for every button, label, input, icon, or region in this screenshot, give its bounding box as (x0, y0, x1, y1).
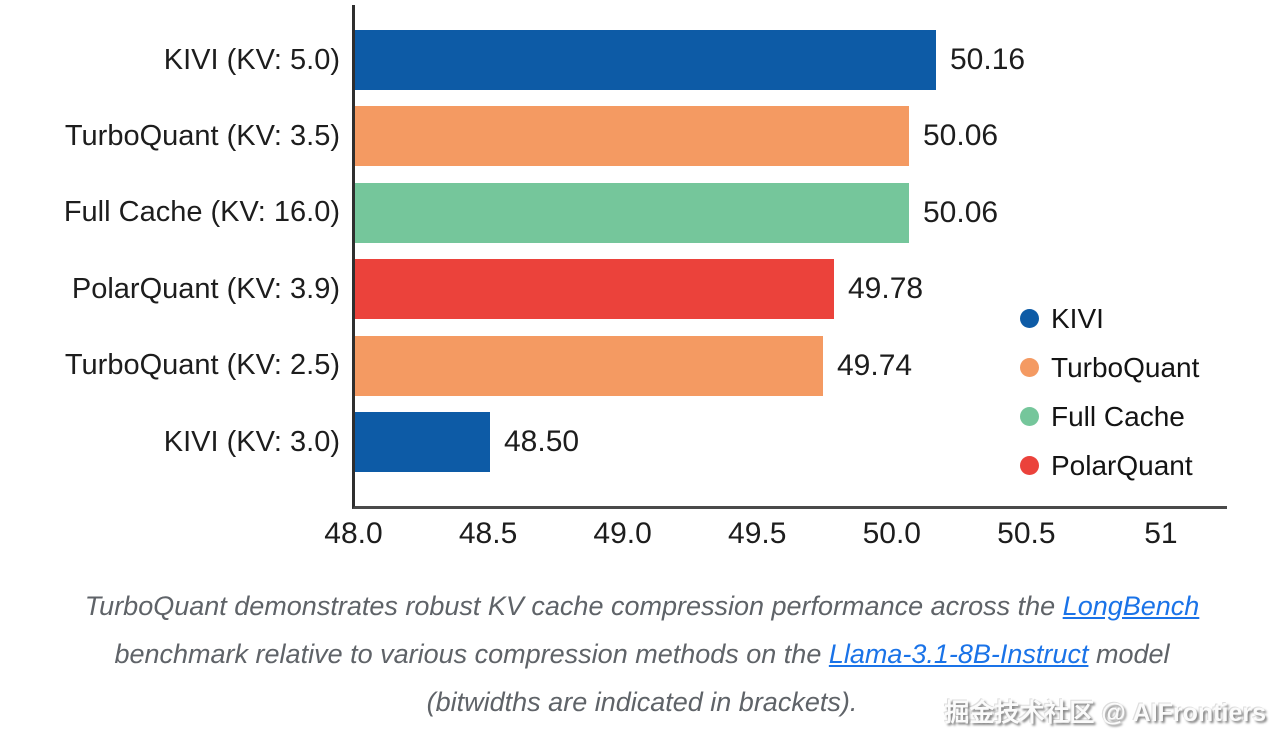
value-label: 49.78 (848, 272, 924, 306)
caption-text: benchmark relative to various compressio… (114, 639, 829, 669)
bar (355, 30, 936, 90)
bar (355, 259, 834, 320)
legend-label: Full Cache (1051, 400, 1185, 432)
value-label: 50.06 (923, 119, 999, 153)
legend-label: KIVI (1051, 302, 1104, 334)
category-label: KIVI (KV: 3.0) (163, 425, 340, 458)
bar-row: Full Cache (KV: 16.0) 50.06 (0, 175, 1284, 251)
bar (355, 335, 823, 396)
chart-plot-area (352, 5, 1227, 509)
value-label: 50.16 (950, 43, 1026, 76)
bar (355, 106, 909, 167)
x-axis-tick: 49.0 (593, 517, 652, 550)
value-label: 49.74 (837, 348, 913, 382)
category-label: TurboQuant (KV: 3.5) (64, 119, 340, 152)
legend-entry: KIVI (1020, 294, 1199, 343)
x-axis-tick: 51 (1144, 517, 1178, 550)
legend-dot-icon (1020, 309, 1039, 328)
value-label: 50.06 (923, 195, 999, 229)
legend-entry: TurboQuant (1020, 343, 1199, 392)
caption-text: TurboQuant demonstrates robust KV cache … (84, 591, 1063, 621)
legend-label: TurboQuant (1051, 351, 1200, 383)
bar-row: KIVI (KV: 3.0) 48.50 (0, 404, 1284, 480)
caption-text: (bitwidths are indicated in brackets). (426, 687, 858, 717)
x-axis-tick: 50.5 (997, 517, 1056, 550)
legend-dot-icon (1020, 358, 1039, 377)
legend-entry: PolarQuant (1020, 441, 1199, 490)
category-label: Full Cache (KV: 16.0) (63, 196, 340, 229)
legend-entry: Full Cache (1020, 392, 1199, 441)
bar-row: PolarQuant (KV: 3.9) 49.78 (0, 251, 1284, 327)
longbench-link[interactable]: LongBench (1062, 591, 1200, 621)
legend-label: PolarQuant (1051, 449, 1193, 481)
bar-row: TurboQuant (KV: 2.5) 49.74 (0, 328, 1284, 404)
caption-line-2: benchmark relative to various compressio… (0, 630, 1284, 678)
bar-row: TurboQuant (KV: 3.5) 50.06 (0, 98, 1284, 174)
legend-dot-icon (1020, 407, 1039, 426)
legend: KIVI TurboQuant Full Cache PolarQuant (1020, 294, 1199, 490)
bar (355, 412, 490, 472)
bar (355, 182, 909, 243)
category-label: TurboQuant (KV: 2.5) (64, 349, 340, 382)
category-label: KIVI (KV: 5.0) (163, 43, 340, 76)
llama-model-link[interactable]: Llama-3.1-8B-Instruct (828, 639, 1089, 669)
value-label: 48.50 (504, 425, 580, 458)
category-label: PolarQuant (KV: 3.9) (71, 272, 340, 305)
caption-text: model (1088, 639, 1170, 669)
caption-line-3: (bitwidths are indicated in brackets). (0, 678, 1284, 726)
x-axis-tick: 48.5 (458, 517, 518, 550)
legend-dot-icon (1020, 456, 1039, 475)
x-axis-tick: 48.0 (324, 517, 383, 550)
x-axis-tick: 49.5 (728, 517, 787, 550)
caption-line-1: TurboQuant demonstrates robust KV cache … (0, 582, 1284, 630)
x-axis-tick: 50.0 (862, 517, 921, 550)
bar-row: KIVI (KV: 5.0) 50.16 (0, 22, 1284, 98)
watermark: 掘金技术社区 @ AIFrontiers (944, 699, 1266, 727)
figure-caption: TurboQuant demonstrates robust KV cache … (0, 582, 1284, 726)
